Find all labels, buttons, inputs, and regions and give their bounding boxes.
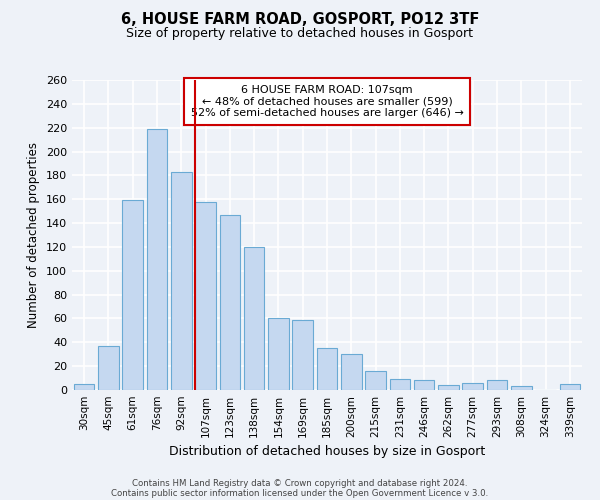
Bar xyxy=(171,172,191,390)
Bar xyxy=(195,202,216,390)
Bar xyxy=(292,320,313,390)
Bar xyxy=(146,129,167,390)
Bar xyxy=(74,384,94,390)
Bar xyxy=(389,380,410,390)
Bar xyxy=(511,386,532,390)
Bar xyxy=(463,383,483,390)
X-axis label: Distribution of detached houses by size in Gosport: Distribution of detached houses by size … xyxy=(169,446,485,458)
Bar xyxy=(487,380,508,390)
Bar xyxy=(220,214,240,390)
Bar xyxy=(438,385,459,390)
Bar xyxy=(244,247,265,390)
Text: 6, HOUSE FARM ROAD, GOSPORT, PO12 3TF: 6, HOUSE FARM ROAD, GOSPORT, PO12 3TF xyxy=(121,12,479,28)
Y-axis label: Number of detached properties: Number of detached properties xyxy=(28,142,40,328)
Bar xyxy=(98,346,119,390)
Bar xyxy=(414,380,434,390)
Bar xyxy=(341,354,362,390)
Bar xyxy=(122,200,143,390)
Text: 6 HOUSE FARM ROAD: 107sqm
← 48% of detached houses are smaller (599)
52% of semi: 6 HOUSE FARM ROAD: 107sqm ← 48% of detac… xyxy=(191,84,463,118)
Bar xyxy=(560,384,580,390)
Text: Size of property relative to detached houses in Gosport: Size of property relative to detached ho… xyxy=(127,28,473,40)
Bar xyxy=(268,318,289,390)
Bar xyxy=(365,371,386,390)
Text: Contains HM Land Registry data © Crown copyright and database right 2024.: Contains HM Land Registry data © Crown c… xyxy=(132,478,468,488)
Bar xyxy=(317,348,337,390)
Text: Contains public sector information licensed under the Open Government Licence v : Contains public sector information licen… xyxy=(112,488,488,498)
